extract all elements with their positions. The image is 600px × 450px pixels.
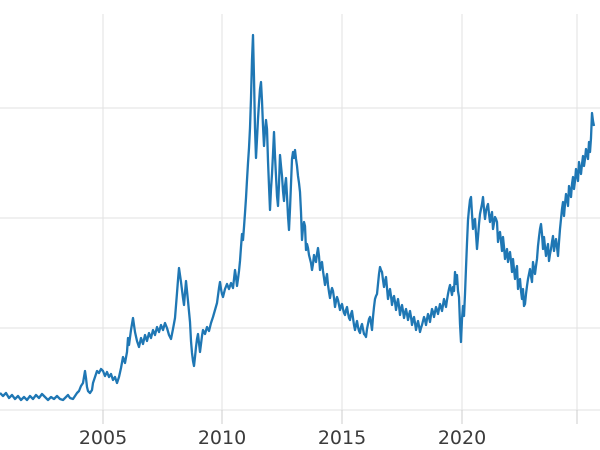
- x-tick-label-2015: 2015: [318, 427, 366, 449]
- x-tick-label-2020: 2020: [438, 427, 486, 449]
- x-axis-tick-labels: 2005 2010 2015 2020: [79, 427, 486, 449]
- horizontal-gridlines: [0, 107, 600, 329]
- vertical-gridlines: [102, 14, 578, 410]
- x-axis-ticks: [102, 410, 578, 424]
- x-tick-label-2010: 2010: [198, 427, 246, 449]
- price-line-series: [0, 33, 596, 402]
- x-tick-label-2005: 2005: [79, 427, 127, 449]
